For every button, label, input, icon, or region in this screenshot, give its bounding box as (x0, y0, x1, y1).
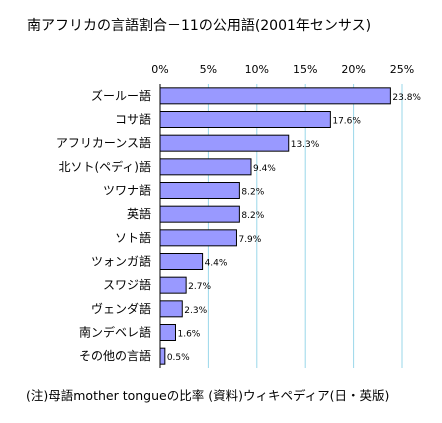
data-label: 17.6% (332, 117, 361, 127)
bar (159, 229, 237, 247)
x-axis-ticks: 0% 5% 10% 15% 20% 25% (151, 63, 414, 76)
bar (159, 87, 391, 105)
bar (159, 347, 166, 365)
data-label: 13.3% (291, 140, 320, 150)
category-label: スワジ語 (103, 277, 151, 292)
bar (159, 276, 187, 294)
category-label: ツォンガ語 (91, 254, 151, 269)
bar (159, 300, 183, 318)
data-label: 7.9% (238, 235, 261, 245)
grid-lines (207, 84, 403, 368)
bar (159, 134, 290, 152)
category-label: ソト語 (115, 230, 151, 245)
category-label: その他の言語 (79, 348, 151, 363)
category-labels: ズールー語コサ語アフリカーンス語北ソト(ペディ)語ツワナ語英語ソト語ツォンガ語ス… (56, 88, 151, 363)
data-label: 4.4% (205, 259, 228, 269)
bar (159, 111, 331, 128)
chart-title: 南アフリカの言語割合－11の公用語(2001年センサス) (27, 17, 371, 34)
footnote: (注)母語mother tongueの比率 (資料)ウィキペディア(日・英版) (26, 388, 389, 403)
x-tick-label: 25% (390, 63, 414, 76)
x-tick-label: 0% (151, 63, 168, 76)
data-label: 8.2% (241, 188, 264, 198)
bar (159, 324, 176, 341)
category-label: アフリカーンス語 (56, 135, 151, 150)
bars (159, 87, 391, 365)
x-tick-label: 15% (293, 63, 317, 76)
bar (159, 158, 252, 176)
category-label: コサ語 (115, 112, 151, 127)
data-label: 0.5% (167, 353, 190, 363)
category-label: ヴェンダ語 (91, 301, 151, 316)
data-label: 8.2% (241, 211, 264, 221)
category-label: ズールー語 (91, 88, 151, 103)
category-label: 英語 (127, 206, 151, 221)
data-label: 2.7% (188, 282, 211, 292)
x-tick-label: 5% (200, 63, 217, 76)
data-label: 23.8% (392, 93, 421, 103)
bar (159, 205, 240, 223)
bar (159, 253, 204, 270)
data-label: 9.4% (253, 164, 276, 174)
bar (159, 182, 240, 199)
data-labels: 23.8% 17.6% 13.3% 9.4% 8.2% 8.2% 7.9% 4.4% 2.7% 2… (167, 93, 422, 363)
data-label: 2.3% (184, 306, 207, 316)
category-label: ツワナ語 (103, 183, 151, 198)
category-label: 南ンデベレ語 (79, 325, 151, 340)
x-tick-label: 10% (245, 63, 269, 76)
data-label: 1.6% (177, 330, 200, 340)
category-label: 北ソト(ペディ)語 (58, 159, 151, 174)
x-tick-label: 20% (341, 63, 365, 76)
